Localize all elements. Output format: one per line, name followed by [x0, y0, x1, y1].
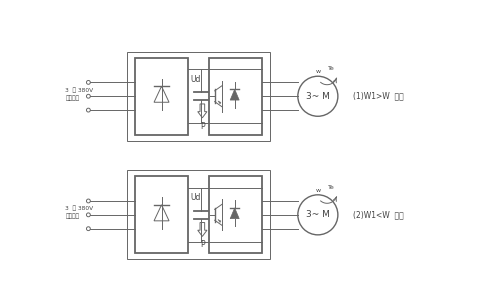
Polygon shape	[230, 208, 239, 219]
Polygon shape	[230, 89, 239, 100]
Text: Ud: Ud	[191, 75, 201, 84]
Text: w: w	[316, 188, 320, 193]
Text: 3  ￣ 380V: 3 ￣ 380V	[66, 87, 94, 93]
Text: 交流进线: 交流进线	[66, 213, 80, 219]
Bar	[208, 176, 262, 253]
Bar	[208, 58, 262, 135]
Text: (2)W1<W  发电: (2)W1<W 发电	[354, 210, 404, 219]
Bar	[134, 58, 188, 135]
Bar	[127, 170, 270, 260]
Text: 3  ￣ 380V: 3 ￣ 380V	[66, 206, 94, 212]
Bar	[134, 176, 188, 253]
Text: (1)W1>W  电动: (1)W1>W 电动	[354, 92, 404, 101]
Text: 3~ M: 3~ M	[306, 92, 330, 101]
Text: P: P	[200, 122, 204, 131]
Text: Ud: Ud	[191, 193, 201, 202]
Text: P: P	[200, 240, 204, 249]
Polygon shape	[218, 219, 221, 222]
Text: Te: Te	[328, 66, 334, 71]
Polygon shape	[218, 101, 221, 104]
Text: 3~ M: 3~ M	[306, 210, 330, 219]
Bar	[127, 51, 270, 141]
Text: w: w	[316, 69, 320, 74]
Text: 交流进线: 交流进线	[66, 95, 80, 101]
Text: Te: Te	[328, 185, 334, 190]
